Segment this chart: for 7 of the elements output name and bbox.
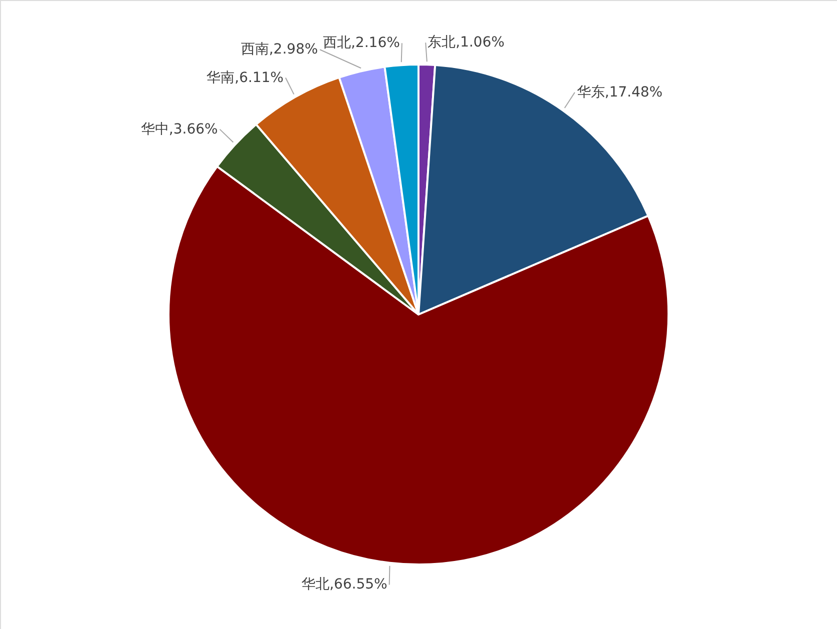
slice-label: 西南,2.98% (240, 42, 318, 58)
slice-label: 华南,6.11% (206, 70, 284, 86)
slice-label: 华东,17.48% (576, 84, 663, 100)
slice-label: 西北,2.16% (322, 35, 400, 52)
slice-label: 华中,3.66% (140, 121, 218, 138)
slice-label: 华北,66.55% (301, 576, 388, 593)
slice-label: 东北,1.06% (428, 34, 505, 51)
